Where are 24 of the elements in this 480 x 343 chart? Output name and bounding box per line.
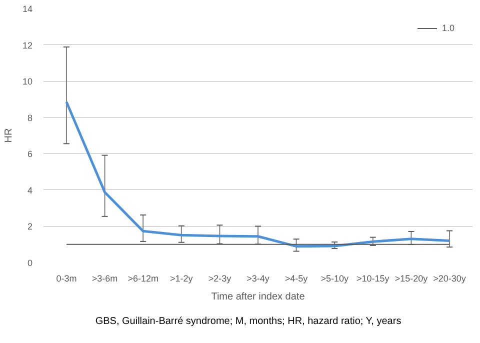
y-tick-label: 4 [27,185,33,196]
y-axis-title: HR [3,128,14,143]
x-tick-label: >1-2y [170,274,194,284]
x-tick-label: 0-3m [56,274,77,284]
x-tick-label: >15-20y [394,274,428,284]
text: GBS, Guillain-Barré syndrome; M, months; HR, hazard ratio; Y, years [95,316,402,327]
legend-label: 1.0 [442,23,456,33]
line-series [65,100,451,248]
y-tick-label: 8 [27,112,33,123]
x-tick-label: >3-4y [246,274,270,284]
x-tick-label: >20-30y [433,274,466,284]
y-tick-label: 14 [22,4,33,14]
y-tick-label: 6 [27,149,33,160]
x-tick-label: >2-3y [208,274,232,284]
y-tick-label: 0 [27,258,33,268]
y-tick-label: 10 [22,76,33,87]
x-tick-label: >4-5y [284,274,308,284]
x-tick-label: >3-6m [92,274,118,284]
x-axis-title: Time after index date [211,292,306,302]
x-tick-label: >5-10y [320,274,349,284]
y-tick-label: 2 [27,222,33,232]
y-tick-label: 12 [22,40,33,50]
x-tick-label: >10-15y [356,274,390,284]
x-tick-label: >6-12m [128,274,158,284]
